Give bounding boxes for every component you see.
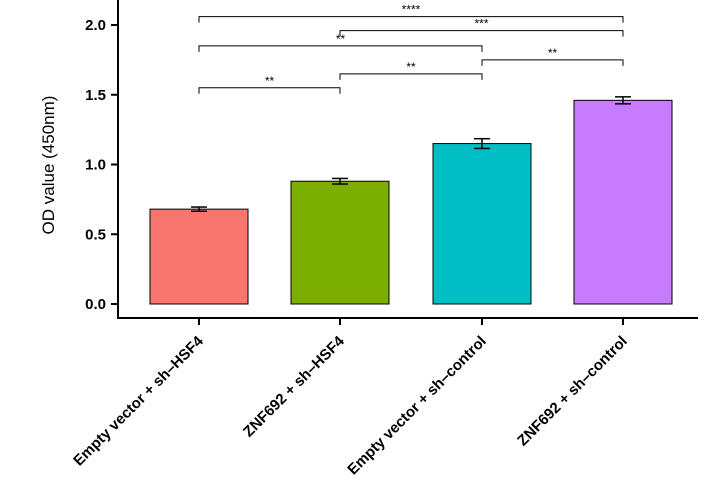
y-axis-ticks: 0.0 0.5 1.0 1.5 2.0	[85, 17, 118, 313]
bars	[149, 96, 673, 305]
significance-bracket	[198, 87, 341, 94]
y-tick-label: 2.0	[85, 17, 106, 34]
significance-label: **	[548, 46, 558, 60]
significance-label: ****	[402, 3, 421, 17]
bar	[149, 208, 249, 305]
significance-label: ***	[474, 17, 488, 31]
bar	[290, 180, 390, 305]
significance-bracket	[198, 45, 483, 52]
y-axis-title: OD value (450nm)	[39, 96, 58, 235]
significance-bracket	[339, 73, 483, 80]
y-tick-label: 0.5	[85, 226, 106, 243]
x-category-label: Empty vector + sh–control	[344, 333, 490, 479]
significance-brackets: ***************	[198, 3, 624, 94]
y-tick-label: 0.0	[85, 296, 106, 313]
significance-label: **	[336, 32, 346, 46]
x-category-label: Empty vector + sh–HSF4	[70, 332, 207, 469]
significance-bracket	[481, 59, 624, 66]
bar	[573, 99, 673, 305]
y-tick-label: 1.0	[85, 157, 106, 174]
bar	[432, 143, 532, 305]
y-tick-label: 1.5	[85, 87, 106, 104]
axes	[117, 0, 698, 319]
significance-bracket	[198, 16, 624, 23]
x-category-label: ZNF692 + sh–HSF4	[240, 332, 348, 440]
significance-label: **	[265, 74, 275, 88]
significance-bracket	[339, 30, 624, 37]
x-category-label: ZNF692 + sh–control	[514, 333, 631, 450]
x-axis-ticks: Empty vector + sh–HSF4 ZNF692 + sh–HSF4Em…	[70, 318, 631, 478]
significance-label: **	[406, 60, 416, 74]
